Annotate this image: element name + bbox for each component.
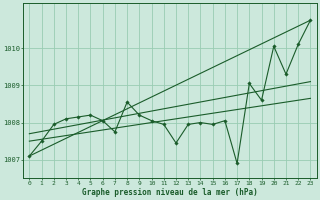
X-axis label: Graphe pression niveau de la mer (hPa): Graphe pression niveau de la mer (hPa): [82, 188, 258, 197]
